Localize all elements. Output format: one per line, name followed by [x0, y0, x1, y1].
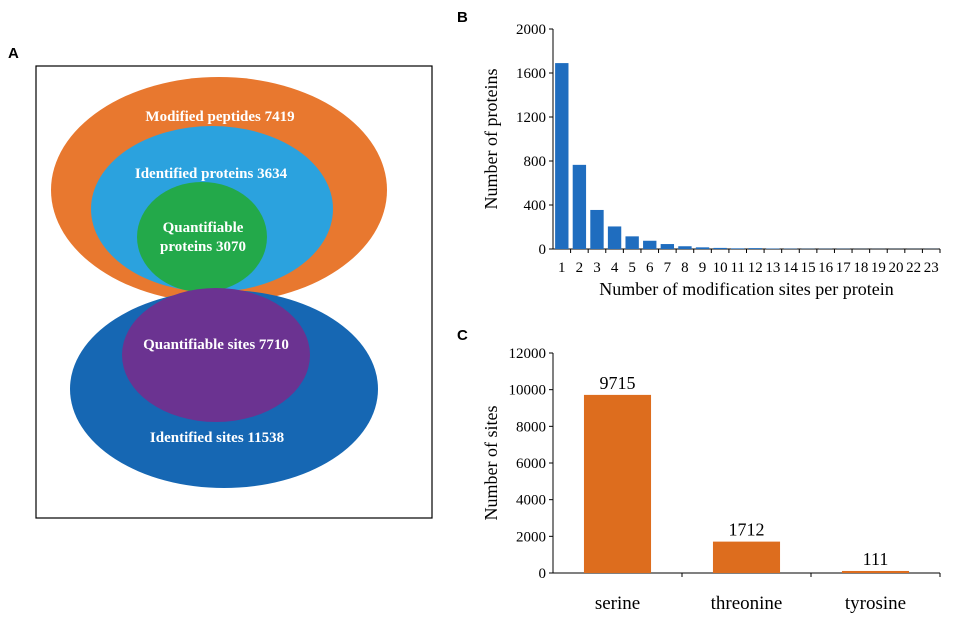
x-tick-label: 16 [818, 260, 834, 276]
x-tick-label: 20 [889, 260, 904, 276]
x-tick-label: 6 [646, 260, 654, 276]
bar [660, 244, 675, 249]
bar [712, 541, 781, 573]
bar [841, 570, 910, 573]
quantifiable-proteins-label-line1: Quantifiable [163, 220, 244, 236]
y-tick-label: 1600 [516, 66, 546, 82]
identified-sites-label: Identified sites 11538 [150, 430, 284, 446]
bar [695, 247, 710, 249]
bar [572, 164, 587, 249]
x-tick-label: 17 [836, 260, 852, 276]
y-axis-title: Number of sites [481, 406, 501, 521]
x-tick-label: 23 [924, 260, 939, 276]
x-tick-label: 14 [783, 260, 799, 276]
y-axis-title: Number of proteins [481, 69, 501, 210]
panel-a-frame [35, 65, 433, 519]
bar [583, 394, 652, 573]
y-tick-label: 8000 [516, 419, 546, 435]
modified-peptides-label: Modified peptides 7419 [145, 109, 294, 125]
identified-proteins-label: Identified proteins 3634 [135, 166, 288, 182]
x-tick-label: 22 [906, 260, 921, 276]
y-tick-label: 800 [524, 154, 547, 170]
quantifiable-sites-label: Quantifiable sites 7710 [143, 337, 289, 353]
x-axis-title: Number of modification sites per protein [599, 279, 893, 299]
x-tick-label: 18 [853, 260, 868, 276]
y-tick-label: 10000 [509, 383, 547, 399]
x-tick-label: serine [595, 593, 640, 614]
x-tick-label: 12 [748, 260, 763, 276]
y-tick-label: 6000 [516, 456, 546, 472]
x-tick-label: 7 [664, 260, 672, 276]
panel-c: C 0 2000 4000 6000 8000 10000 12000 serine 9715 t… [457, 327, 941, 614]
x-tick-label: 3 [593, 260, 601, 276]
panel-c-letter: C [457, 327, 468, 344]
data-label: 9715 [600, 373, 636, 393]
y-tick-label: 4000 [516, 493, 546, 509]
x-tick-label: 5 [628, 260, 636, 276]
bar [731, 248, 745, 249]
y-tick-label: 1200 [516, 110, 546, 126]
x-tick-label: 1 [558, 260, 566, 276]
bar [555, 63, 569, 249]
y-tick-label: 2000 [516, 22, 546, 38]
y-tick-label: 2000 [516, 529, 546, 545]
bar [625, 236, 639, 249]
quantifiable-proteins-ellipse [137, 182, 267, 292]
x-tick-label: 13 [765, 260, 780, 276]
bar [643, 240, 657, 249]
panel-b-letter: B [457, 9, 468, 26]
bar [590, 209, 604, 249]
y-tick-label: 0 [539, 566, 547, 582]
x-tick-label: 9 [699, 260, 707, 276]
x-tick-label: 2 [576, 260, 584, 276]
bar [748, 248, 762, 249]
x-tick-label: 8 [681, 260, 689, 276]
x-tick-label: tyrosine [845, 593, 906, 614]
chart-c: 0 2000 4000 6000 8000 10000 12000 serine 9715 thr… [481, 346, 941, 614]
quantifiable-proteins-label-line2: proteins 3070 [160, 239, 246, 255]
x-tick-label: 19 [871, 260, 886, 276]
x-tick-label: 4 [611, 260, 619, 276]
bar [607, 226, 622, 249]
panel-a-letter: A [8, 45, 19, 62]
data-label: 1712 [729, 520, 765, 540]
bar [713, 247, 727, 249]
panel-a: A Modified peptides 7419 Identified prot… [8, 45, 433, 519]
data-label: 111 [863, 549, 889, 569]
y-tick-label: 12000 [509, 346, 547, 362]
x-tick-label: 15 [801, 260, 816, 276]
quantifiable-sites-ellipse [122, 288, 310, 422]
x-tick-label: 11 [730, 260, 744, 276]
x-tick-label: threonine [711, 593, 783, 614]
bar [678, 246, 692, 249]
x-tick-label: 10 [713, 260, 728, 276]
y-tick-label: 0 [539, 242, 547, 258]
y-tick-label: 400 [524, 198, 547, 214]
